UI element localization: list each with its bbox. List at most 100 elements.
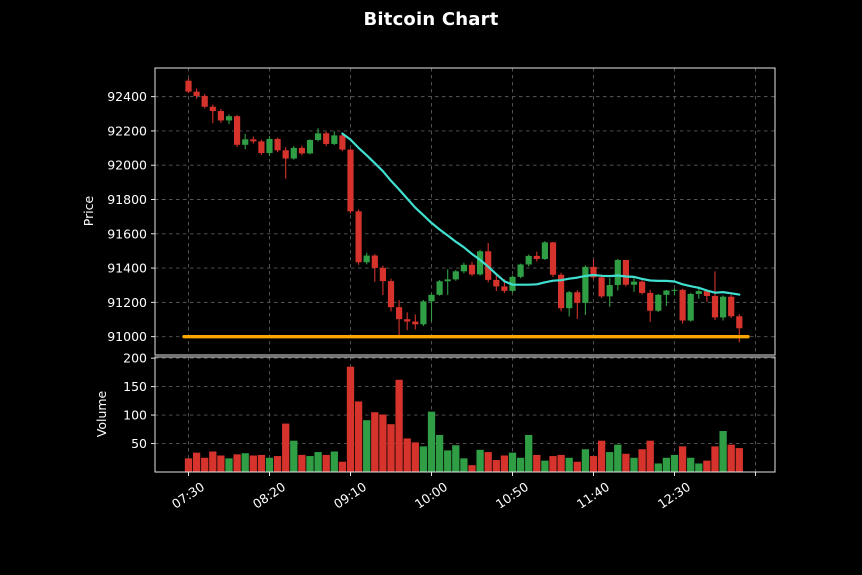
volume-bar <box>346 366 355 472</box>
candle-body <box>639 281 646 293</box>
price-tick-label: 91600 <box>107 226 147 241</box>
candle-body <box>274 138 281 151</box>
candle-body <box>582 266 589 303</box>
volume-bar <box>298 454 306 472</box>
volume-bar <box>427 411 436 472</box>
volume-bar <box>201 457 209 472</box>
candle-body <box>452 271 459 280</box>
candle-body <box>549 242 557 275</box>
volume-bar <box>249 455 257 472</box>
volume-bar <box>411 442 419 472</box>
candle-body <box>558 274 565 309</box>
volume-bar <box>395 379 403 472</box>
volume-bar <box>646 440 654 472</box>
candle-body <box>315 133 322 141</box>
volume-bar <box>257 454 266 472</box>
volume-bar <box>654 463 662 472</box>
candle-body <box>736 316 743 329</box>
volume-bar <box>363 420 371 472</box>
candle-body <box>671 289 678 291</box>
time-tick-label: 12:30 <box>655 479 693 512</box>
volume-bar <box>533 454 541 472</box>
candle-body <box>468 264 476 275</box>
candle-body <box>517 264 524 277</box>
volume-bar <box>500 455 509 472</box>
volume-bar <box>225 458 233 472</box>
volume-bar <box>573 461 581 472</box>
candle-body <box>234 116 241 145</box>
volume-bar <box>306 456 314 472</box>
volume-tick-label: 150 <box>123 379 147 394</box>
volume-tick-label: 200 <box>123 351 147 366</box>
candle-body <box>323 133 330 144</box>
volume-bar <box>508 452 517 472</box>
axis-ticks <box>151 96 756 476</box>
volume-bars <box>184 366 743 472</box>
price-tick-label: 92000 <box>107 158 147 173</box>
volume-bar <box>314 452 322 472</box>
candle-body <box>614 260 621 286</box>
candle-body <box>533 255 540 259</box>
price-tick-label: 92400 <box>107 89 147 104</box>
candle-body <box>404 319 411 322</box>
candle-body <box>606 285 613 297</box>
volume-bar <box>379 414 387 472</box>
candle-body <box>209 106 216 112</box>
volume-bar <box>444 450 452 472</box>
chart-title: Bitcoin Chart <box>363 9 499 30</box>
volume-bar <box>192 452 201 472</box>
candle-body <box>501 286 508 291</box>
volume-bar <box>703 460 711 472</box>
volume-bar <box>403 438 411 472</box>
candle-body <box>290 147 297 159</box>
candle-body <box>574 292 581 303</box>
candle-body <box>242 139 249 145</box>
volume-bar <box>589 456 598 472</box>
panel-spines <box>154 67 776 473</box>
volume-bar <box>581 449 590 472</box>
volume-bar <box>597 440 606 472</box>
candle-body <box>193 91 200 96</box>
volume-bar <box>622 453 630 472</box>
volume-bar <box>354 401 363 472</box>
candle-body <box>598 277 605 297</box>
candle-body <box>687 293 694 321</box>
volume-bar <box>525 434 533 472</box>
candle-body <box>339 135 346 150</box>
candle-body <box>460 264 467 272</box>
candle-body <box>420 301 427 325</box>
price-tick-label: 92200 <box>107 123 147 138</box>
candle-body <box>711 296 719 318</box>
candle-body <box>396 307 403 320</box>
volume-bar <box>484 452 492 472</box>
candle-body <box>622 260 629 285</box>
candle-body <box>525 255 532 265</box>
candle-body <box>647 292 654 311</box>
volume-bar <box>184 458 193 472</box>
time-tick-label: 10:00 <box>412 479 450 512</box>
candle-body <box>266 138 273 154</box>
volume-bar <box>711 446 719 472</box>
candle-body <box>703 291 710 297</box>
candle-body <box>695 291 702 294</box>
candle-body <box>355 211 362 263</box>
candle-body <box>347 149 354 212</box>
volume-bar <box>549 456 557 472</box>
price-tick-label: 91200 <box>107 295 147 310</box>
volume-bar <box>460 458 468 472</box>
candle-body <box>728 296 735 317</box>
candle-body <box>185 80 192 92</box>
volume-bar <box>727 444 735 472</box>
candle-body <box>679 289 686 321</box>
volume-bar <box>217 455 225 472</box>
volume-bar <box>492 460 500 472</box>
candle-body <box>250 139 257 142</box>
volume-bar <box>468 465 476 472</box>
volume-bar <box>662 457 671 472</box>
time-tick-label: 10:50 <box>493 479 531 512</box>
volume-bar <box>735 448 743 472</box>
candle-body <box>412 321 419 325</box>
candle-body <box>379 267 386 282</box>
